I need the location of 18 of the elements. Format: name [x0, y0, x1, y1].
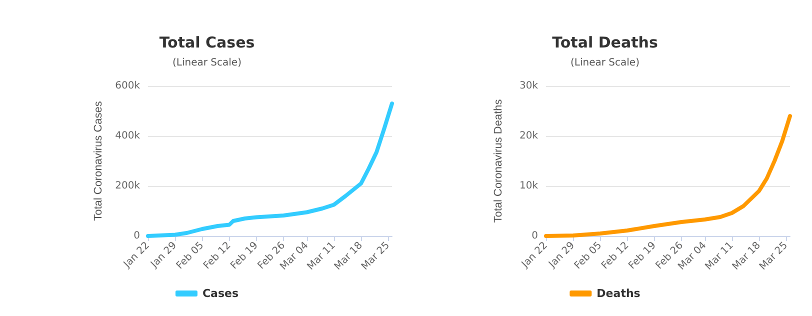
y-axis-title: Total Coronavirus Deaths	[492, 98, 504, 223]
y-tick-label: 200k	[115, 180, 140, 192]
legend-label: Cases	[202, 287, 239, 300]
y-axis-title: Total Coronavirus Cases	[92, 100, 105, 221]
legend-label: Deaths	[596, 287, 641, 300]
y-tick-label: 20k	[519, 130, 538, 142]
x-tick-label: Jan 22	[519, 240, 550, 271]
chart-subtitle: (Linear Scale)	[570, 58, 640, 68]
y-tick-label: 400k	[115, 130, 140, 142]
chart-title: Total Deaths	[552, 34, 658, 52]
y-tick-label: 30k	[519, 80, 538, 92]
chart-subtitle: (Linear Scale)	[172, 58, 242, 68]
y-tick-label: 0	[134, 230, 140, 242]
y-tick-label: 10k	[519, 180, 538, 192]
chart-title: Total Cases	[159, 34, 255, 52]
x-tick-label: Jan 22	[121, 240, 152, 271]
y-tick-label: 0	[532, 230, 538, 242]
y-tick-label: 600k	[115, 80, 140, 92]
